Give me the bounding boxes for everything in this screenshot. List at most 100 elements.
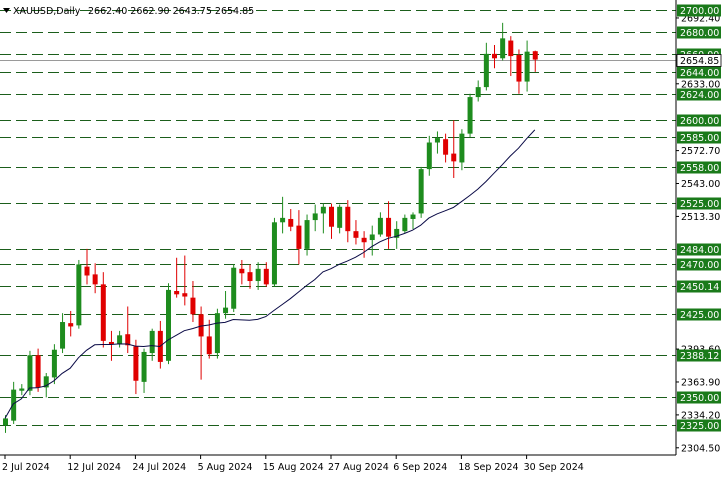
- level-box: [677, 114, 721, 127]
- candle[interactable]: [51, 344, 57, 385]
- candle[interactable]: [304, 214, 310, 256]
- candle[interactable]: [394, 221, 400, 249]
- candle[interactable]: [125, 306, 131, 354]
- price-tick-label: 2304.50: [681, 443, 720, 454]
- level-label: 2325.00: [680, 421, 719, 432]
- level-box: [677, 391, 721, 404]
- candle[interactable]: [19, 384, 25, 396]
- candle[interactable]: [459, 129, 465, 171]
- candle-body: [43, 376, 49, 388]
- candle[interactable]: [288, 209, 294, 232]
- level-label: 2388.12: [680, 351, 719, 362]
- candle-body: [483, 53, 489, 88]
- candle[interactable]: [84, 248, 90, 285]
- candle-body: [108, 341, 114, 345]
- candle[interactable]: [337, 204, 343, 234]
- candle[interactable]: [27, 350, 33, 396]
- candle-body: [214, 313, 220, 354]
- candle[interactable]: [369, 225, 375, 256]
- candle[interactable]: [280, 196, 286, 234]
- candle[interactable]: [426, 135, 432, 176]
- candle[interactable]: [345, 200, 351, 243]
- candle[interactable]: [166, 283, 171, 365]
- candle[interactable]: [410, 212, 416, 229]
- candle[interactable]: [475, 80, 481, 102]
- candle[interactable]: [508, 36, 514, 77]
- candle[interactable]: [467, 93, 473, 137]
- candle-body: [296, 225, 302, 249]
- candle[interactable]: [11, 381, 17, 424]
- candle-body: [255, 268, 261, 282]
- candle-body: [345, 206, 351, 232]
- candle[interactable]: [296, 210, 302, 265]
- candle-body: [443, 139, 449, 155]
- candle[interactable]: [141, 348, 147, 393]
- candle[interactable]: [434, 131, 440, 154]
- candle[interactable]: [483, 42, 489, 91]
- candle[interactable]: [214, 308, 220, 359]
- candle[interactable]: [361, 231, 367, 258]
- candle[interactable]: [386, 201, 392, 249]
- candle-body: [329, 206, 334, 227]
- candle[interactable]: [108, 330, 114, 361]
- candle[interactable]: [377, 212, 383, 237]
- candle[interactable]: [100, 272, 106, 348]
- candle[interactable]: [117, 330, 123, 348]
- candlestick-series: [3, 22, 538, 433]
- candle-body: [532, 51, 538, 60]
- candle-body: [280, 217, 286, 223]
- candle[interactable]: [198, 306, 204, 380]
- candle-body: [223, 307, 229, 314]
- candle[interactable]: [263, 262, 269, 287]
- level-label: 2700.00: [680, 6, 719, 17]
- level-box: [677, 88, 721, 101]
- candle-body: [288, 218, 294, 227]
- level-label: 2600.00: [680, 116, 719, 127]
- candle[interactable]: [353, 220, 359, 245]
- candle[interactable]: [190, 281, 196, 323]
- candle[interactable]: [329, 203, 334, 239]
- candle[interactable]: [271, 217, 277, 287]
- candle[interactable]: [35, 348, 41, 392]
- candle[interactable]: [174, 257, 180, 298]
- candle[interactable]: [247, 264, 253, 289]
- candle[interactable]: [206, 319, 212, 359]
- candle[interactable]: [312, 204, 318, 232]
- candle-body: [60, 322, 66, 349]
- candle[interactable]: [500, 22, 506, 61]
- candle-body: [231, 267, 237, 309]
- candle[interactable]: [451, 120, 457, 178]
- candle[interactable]: [516, 49, 522, 94]
- candle[interactable]: [92, 263, 98, 294]
- candle[interactable]: [239, 259, 245, 285]
- candle[interactable]: [402, 214, 408, 234]
- candle-body: [369, 234, 375, 241]
- level-label: 2484.00: [680, 245, 719, 256]
- candle-body: [402, 217, 408, 232]
- candle[interactable]: [231, 264, 237, 313]
- candle[interactable]: [255, 262, 261, 290]
- candle[interactable]: [532, 50, 538, 72]
- candle-body: [51, 349, 57, 378]
- candle[interactable]: [443, 133, 449, 163]
- candle[interactable]: [68, 310, 74, 337]
- candle[interactable]: [223, 291, 229, 319]
- time-tick-label: 12 Jul 2024: [67, 462, 121, 473]
- candle[interactable]: [149, 328, 155, 361]
- candle[interactable]: [133, 339, 139, 395]
- level-label: 2624.00: [680, 90, 719, 101]
- candle[interactable]: [76, 259, 82, 329]
- candle[interactable]: [320, 203, 326, 234]
- candle-body: [500, 38, 506, 59]
- candle[interactable]: [418, 166, 424, 218]
- candle-body: [434, 138, 440, 143]
- candle-body: [271, 222, 277, 285]
- candle[interactable]: [60, 313, 66, 354]
- candle[interactable]: [524, 40, 530, 92]
- candle-body: [117, 335, 123, 345]
- candle[interactable]: [182, 255, 188, 306]
- candle[interactable]: [492, 45, 497, 69]
- candle-body: [190, 297, 196, 315]
- level-box: [677, 258, 721, 271]
